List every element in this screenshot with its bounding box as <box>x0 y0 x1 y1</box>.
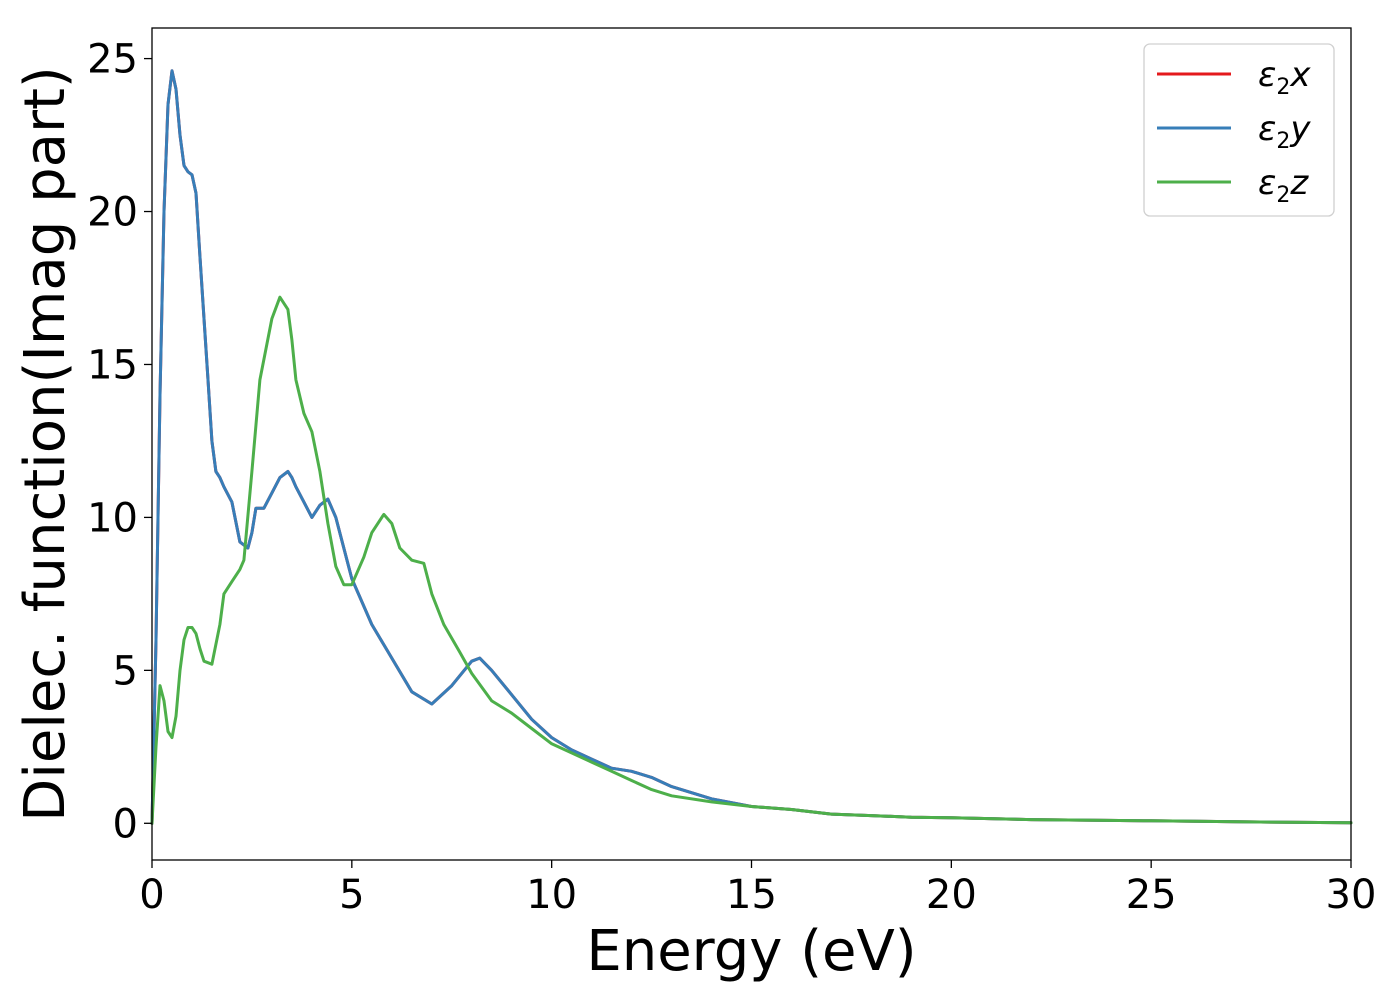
legend-label-symbol: ε <box>1258 109 1276 149</box>
legend-label-subscript: 2 <box>1276 75 1290 100</box>
y-tick-label: 10 <box>87 495 138 541</box>
legend-label-symbol: ε <box>1258 55 1276 95</box>
x-tick-label: 30 <box>1326 872 1377 918</box>
legend-label-subscript: 2 <box>1276 183 1290 208</box>
legend-label-z: ε2z <box>1258 163 1309 208</box>
x-axis-label: Energy (eV) <box>586 919 916 984</box>
plot-lines <box>150 69 1353 825</box>
y-axis-label: Dielec. function(Imag part) <box>13 66 78 822</box>
y-tick-label: 20 <box>87 190 138 236</box>
x-tick-label: 0 <box>139 872 164 918</box>
x-tick-label: 15 <box>726 872 777 918</box>
x-tick-label: 10 <box>526 872 577 918</box>
x-tick-label: 25 <box>1126 872 1177 918</box>
legend-box <box>1143 43 1335 217</box>
legend-label-component: z <box>1289 163 1309 203</box>
legend-label-component: x <box>1289 55 1311 95</box>
y-tick-label: 25 <box>87 37 138 83</box>
x-tick-label: 20 <box>926 872 977 918</box>
legend-label-symbol: ε <box>1258 163 1276 203</box>
x-tick-label: 5 <box>339 872 364 918</box>
legend-label-component: y <box>1289 109 1311 149</box>
legend-label-x: ε2x <box>1258 55 1311 100</box>
y-tick-label: 5 <box>113 648 138 694</box>
y-tick-label: 15 <box>87 342 138 388</box>
legend-label-subscript: 2 <box>1276 129 1290 154</box>
legend-label-y: ε2y <box>1258 109 1311 154</box>
series-line-z <box>150 295 1353 825</box>
x-axis: 0 5 10 15 20 25 30 <box>139 860 1376 918</box>
y-tick-label: 0 <box>113 801 138 847</box>
y-axis: 0 5 10 15 20 25 <box>87 37 152 847</box>
series-line-y <box>150 69 1353 825</box>
